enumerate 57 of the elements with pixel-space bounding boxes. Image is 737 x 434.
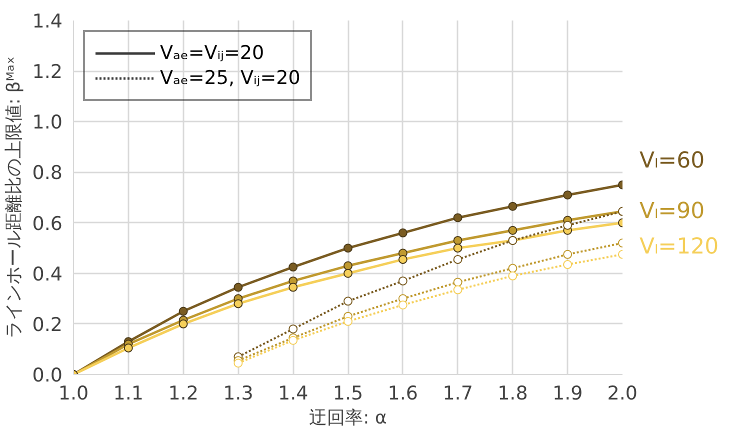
x-tick-label: 2.0 [607, 382, 638, 404]
x-tick-label: 1.4 [278, 382, 308, 404]
point [398, 300, 408, 310]
point [234, 282, 243, 292]
y-tick-label: 0.8 [32, 162, 62, 184]
point [508, 202, 518, 211]
point [178, 306, 188, 316]
x-tick-label: 1.8 [498, 382, 528, 404]
point [453, 213, 462, 222]
point [288, 262, 298, 272]
point [288, 282, 298, 292]
y-tick-label: 0.2 [32, 314, 62, 336]
point [344, 316, 352, 326]
y-tick-label: 0.6 [32, 212, 62, 235]
point [398, 254, 408, 264]
point [563, 190, 572, 200]
point [124, 343, 133, 352]
point [508, 264, 518, 273]
point [563, 250, 572, 259]
x-tick-label: 1.2 [168, 382, 198, 404]
point [453, 236, 462, 245]
point [453, 278, 462, 287]
x-tick-label: 1.9 [552, 382, 583, 404]
point [453, 285, 462, 294]
series-label: Vₗ=90 [639, 198, 705, 224]
y-axis-title: ラインホール距離比の上限値: βᴹᵃˣ [3, 56, 24, 339]
point [288, 324, 298, 334]
point [398, 276, 408, 286]
point [453, 254, 462, 264]
y-tick-label: 0.4 [32, 263, 62, 286]
x-axis-title: 迂回率: α [309, 408, 387, 428]
point [344, 244, 352, 253]
point [398, 228, 408, 238]
x-tick-label: 1.5 [332, 382, 364, 404]
series-label: Vₗ=60 [639, 148, 705, 174]
point [344, 261, 352, 270]
series-label: Vₗ=120 [639, 234, 719, 260]
point [344, 268, 352, 278]
point [563, 220, 572, 230]
annotation: Vₐₑ=25, Vᵢⱼ=20 [160, 67, 300, 89]
point [178, 319, 188, 328]
x-tick-label: 1.7 [442, 382, 473, 404]
point [288, 336, 298, 345]
point [234, 358, 243, 368]
annotation: Vₐₑ=Vᵢⱼ=20 [160, 42, 264, 64]
point [344, 296, 352, 306]
point [234, 299, 243, 308]
x-tick-label: 1.6 [388, 382, 418, 404]
point [563, 260, 572, 269]
point [508, 271, 518, 280]
point [453, 244, 462, 253]
y-tick-label: 1.2 [32, 61, 62, 84]
y-tick-label: 1.4 [32, 10, 62, 32]
point [508, 226, 518, 235]
x-tick-label: 1.1 [113, 382, 144, 404]
y-tick-label: 1.0 [32, 112, 62, 134]
x-tick-label: 1.3 [223, 382, 254, 404]
